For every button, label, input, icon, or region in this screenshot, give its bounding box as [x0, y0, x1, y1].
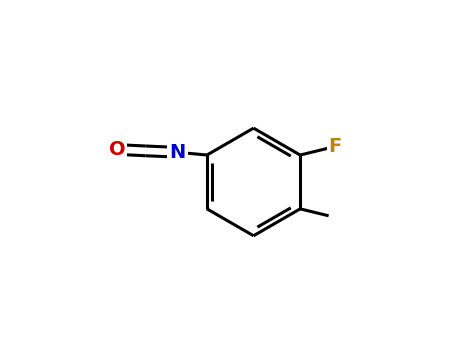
Text: F: F [328, 137, 342, 156]
Text: O: O [109, 140, 125, 159]
Text: N: N [169, 143, 186, 162]
